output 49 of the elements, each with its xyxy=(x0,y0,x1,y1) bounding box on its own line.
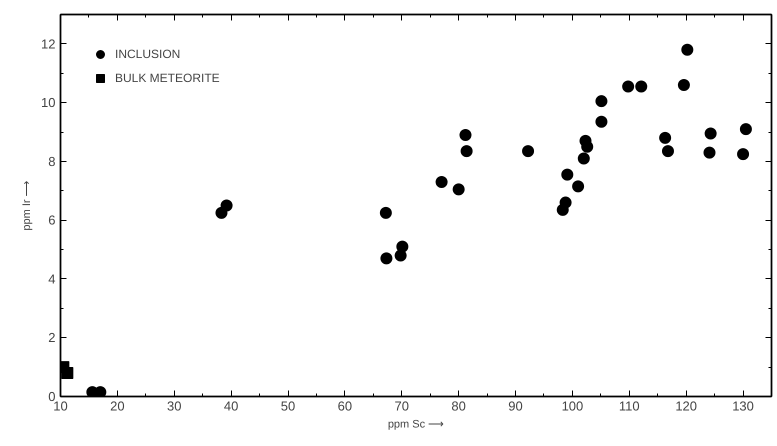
point xyxy=(522,145,534,158)
y-tick-label: 12 xyxy=(41,36,56,52)
point xyxy=(581,140,594,153)
x-tick-label: 80 xyxy=(451,398,466,414)
x-tick-label: 50 xyxy=(280,398,296,414)
point xyxy=(662,145,674,158)
x-tick-label: 60 xyxy=(338,398,352,414)
y-tick-label: 4 xyxy=(48,271,56,286)
point xyxy=(659,132,672,144)
point xyxy=(704,128,717,140)
point xyxy=(595,116,608,128)
x-axis-title: ppm Sc ⟶ xyxy=(388,418,444,430)
x-tick-label: 40 xyxy=(224,398,238,414)
x-tick-label: 100 xyxy=(562,398,584,414)
point xyxy=(578,152,590,164)
point xyxy=(622,80,634,92)
y-tick-label: 0 xyxy=(48,389,56,404)
point xyxy=(220,200,233,212)
point xyxy=(436,176,448,188)
point xyxy=(681,44,694,56)
point xyxy=(704,146,716,159)
x-tick-label: 20 xyxy=(110,398,125,414)
point xyxy=(459,128,472,141)
x-tick-label: 110 xyxy=(618,398,640,414)
point xyxy=(452,183,465,196)
point xyxy=(460,145,473,158)
y-axis-title: ppm Ir ⟶ xyxy=(21,180,34,231)
point xyxy=(635,80,648,92)
x-tick-label: 70 xyxy=(394,398,410,414)
y-tick-label: 8 xyxy=(48,154,56,169)
point xyxy=(561,168,574,181)
y-tick-label: 10 xyxy=(41,95,56,110)
point xyxy=(678,79,690,92)
x-tick-label: 30 xyxy=(167,398,182,414)
point xyxy=(396,240,408,253)
point xyxy=(740,123,752,136)
point xyxy=(595,95,608,108)
point xyxy=(572,180,584,192)
x-tick-label: 130 xyxy=(732,398,754,414)
y-tick-label: 6 xyxy=(48,212,56,228)
y-tick-label: 2 xyxy=(48,330,56,346)
point xyxy=(380,206,392,219)
legend-label: INCLUSION xyxy=(115,47,180,61)
legend-label: BULK METEORITE xyxy=(115,71,220,85)
x-tick-label: 90 xyxy=(508,398,523,414)
point xyxy=(737,148,750,160)
point xyxy=(560,196,572,209)
x-tick-label: 120 xyxy=(675,398,698,414)
point xyxy=(380,252,392,264)
